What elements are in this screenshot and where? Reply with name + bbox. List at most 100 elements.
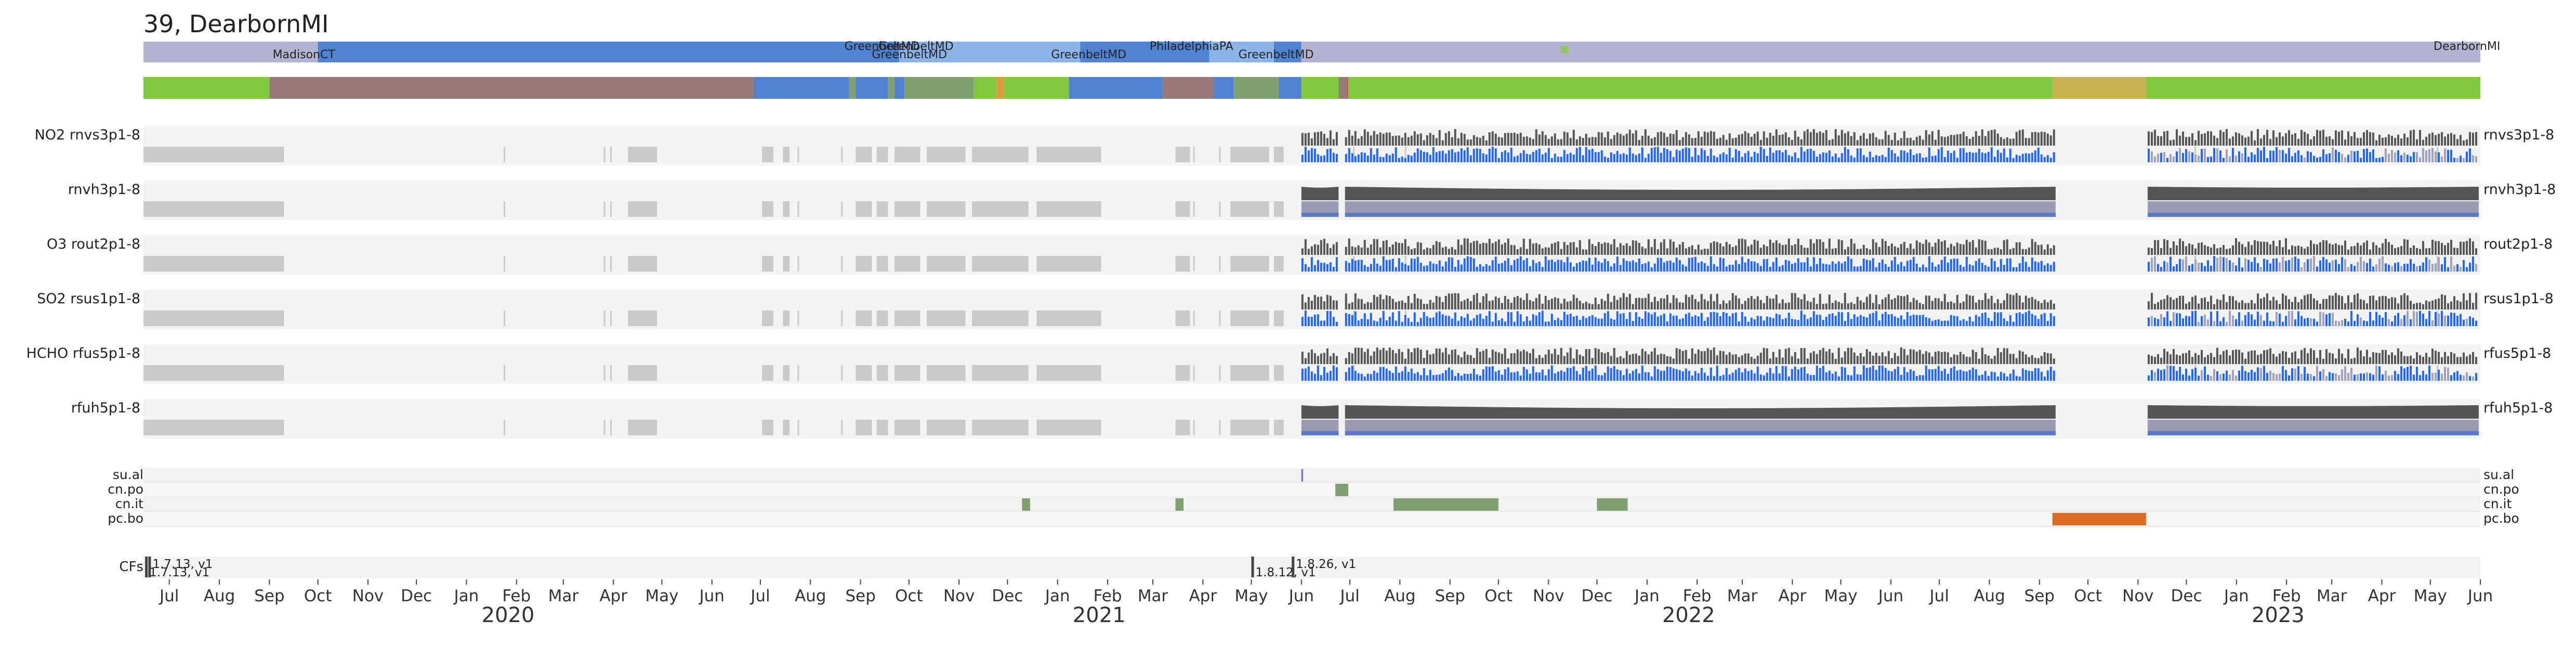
activity-bar (1663, 354, 1665, 364)
activity-bar (1476, 266, 1478, 272)
activity-bar (1666, 149, 1668, 162)
activity-bar (1865, 157, 1868, 162)
activity-bar (1354, 261, 1357, 272)
activity-bar (2266, 130, 2268, 146)
activity-bar (1978, 136, 1980, 146)
activity-bar (2197, 156, 2200, 162)
activity-bar (1744, 301, 1746, 309)
activity-bar (2337, 295, 2340, 309)
activity-bar (1363, 313, 1366, 326)
activity-bar (1600, 352, 1603, 364)
activity-bar (1753, 319, 1756, 326)
sparse-tick (1219, 201, 1221, 217)
activity-bar (1513, 132, 1516, 146)
activity-bar (1722, 300, 1725, 309)
activity-bar (1984, 153, 1987, 162)
activity-bar (1310, 316, 1313, 326)
activity-bar (1806, 358, 1809, 364)
activity-bar (1420, 133, 1422, 146)
activity-bar (2037, 368, 2040, 381)
activity-bar (1831, 139, 1834, 146)
activity-bar (1469, 355, 1472, 364)
activity-bar (1310, 257, 1313, 272)
activity-bar (2275, 147, 2278, 162)
activity-bar (2353, 151, 2356, 162)
activity-bar (2428, 248, 2430, 255)
activity-bar (2297, 150, 2299, 162)
activity-bar (1504, 296, 1506, 309)
event-mark (1022, 498, 1030, 511)
activity-bar (1685, 350, 1687, 364)
activity-bar (1460, 316, 1463, 326)
activity-bar (1379, 132, 1382, 146)
activity-bar (1800, 299, 1803, 309)
activity-bar (1747, 298, 1750, 309)
activity-bar (1363, 265, 1366, 272)
activity-bar (1388, 316, 1391, 326)
activity-bar (2213, 369, 2215, 381)
activity-bar (1594, 257, 1597, 272)
activity-bar (2012, 138, 2015, 146)
activity-bar (2303, 157, 2306, 162)
activity-bar (2365, 148, 2368, 162)
month-label: Feb (1094, 587, 1122, 605)
sparse-tick (1353, 147, 1355, 162)
activity-bar (1482, 242, 1484, 255)
activity-bar (2356, 374, 2359, 381)
activity-bar (2369, 152, 2371, 162)
activity-bar (2185, 368, 2187, 381)
activity-bar (1454, 249, 1456, 255)
activity-bar (2181, 131, 2184, 146)
activity-bar (1594, 152, 1597, 162)
activity-bar (2362, 300, 2365, 309)
activity-bar (1666, 137, 1668, 146)
activity-bar (1947, 262, 1949, 272)
activity-bar (1507, 238, 1509, 255)
activity-bar (1685, 132, 1687, 146)
activity-bar (1772, 373, 1775, 381)
activity-bar (2409, 301, 2412, 309)
activity-bar (1351, 353, 1353, 364)
activity-bar (1894, 256, 1896, 272)
activity-bar (1706, 348, 1709, 364)
activity-bar (1376, 134, 1378, 146)
activity-bar (2450, 133, 2452, 146)
activity-bar (1753, 373, 1756, 381)
activity-bar (1560, 303, 1562, 309)
activity-bar (1837, 312, 1840, 326)
activity-bar (1722, 135, 1725, 146)
activity-bar (1719, 304, 1721, 309)
activity-bar (1841, 312, 1843, 326)
activity-bar (2166, 158, 2168, 162)
event-label-right: pc.bo (2483, 511, 2519, 526)
activity-bar (2206, 374, 2209, 381)
activity-bar (2347, 131, 2349, 146)
activity-bar (2256, 148, 2259, 162)
activity-bar (1348, 314, 1350, 326)
activity-bar (2231, 245, 2234, 255)
activity-bar (2434, 299, 2437, 309)
activity-bar (1441, 266, 1444, 272)
activity-bar (2375, 264, 2377, 272)
row-label-right: rnvh3p1-8 (2483, 182, 2556, 198)
activity-bar (2384, 137, 2387, 146)
activity-bar (1728, 300, 1731, 309)
activity-bar (1616, 256, 1619, 272)
activity-bar (1878, 156, 1881, 162)
activity-bar (2472, 133, 2474, 146)
activity-bar (1454, 312, 1456, 326)
activity-bar (1504, 369, 1506, 381)
activity-bar (1632, 260, 1634, 272)
activity-bar (1426, 350, 1428, 364)
activity-bar (1585, 349, 1587, 364)
activity-bar (1865, 296, 1868, 309)
activity-bar (2153, 357, 2156, 364)
activity-bar (2375, 300, 2377, 309)
activity-bar (1382, 347, 1385, 364)
activity-bar (2350, 264, 2352, 272)
activity-bar (1678, 140, 1681, 146)
activity-bar (1691, 316, 1693, 326)
activity-bar (1700, 313, 1703, 326)
activity-bar (2006, 348, 2008, 364)
activity-bar (2328, 295, 2331, 309)
